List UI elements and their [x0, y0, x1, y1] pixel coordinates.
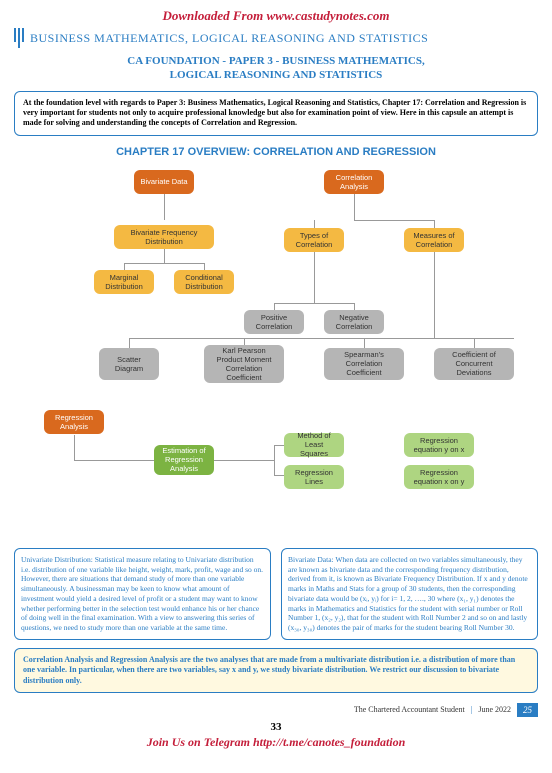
- node-bfd: Bivariate Frequency Distribution: [114, 225, 214, 249]
- node-positive: Positive Correlation: [244, 310, 304, 334]
- footer-date: June 2022: [478, 705, 511, 714]
- node-correlation-analysis: Correlation Analysis: [324, 170, 384, 194]
- node-reg-xy: Regression equation x on y: [404, 465, 474, 489]
- page-number: 33: [14, 721, 538, 733]
- decorative-bars: [14, 28, 24, 48]
- node-method-ls: Method of Least Squares: [284, 433, 344, 457]
- node-bivariate-data: Bivariate Data: [134, 170, 194, 194]
- chapter-title: CHAPTER 17 OVERVIEW: CORRELATION AND REG…: [14, 146, 538, 158]
- node-concurrent: Coefficient of Concurrent Deviations: [434, 348, 514, 380]
- footer-publication: The Chartered Accountant Student: [354, 705, 465, 714]
- node-reg-yx: Regression equation y on x: [404, 433, 474, 457]
- node-measures-corr: Measures of Correlation: [404, 228, 464, 252]
- download-header: Downloaded From www.castudynotes.com: [14, 8, 538, 24]
- main-title: BUSINESS MATHEMATICS, LOGICAL REASONING …: [30, 31, 428, 46]
- node-estimation: Estimation of Regression Analysis: [154, 445, 214, 475]
- footer: The Chartered Accountant Student | June …: [14, 703, 538, 717]
- footer-page-badge: 25: [517, 703, 538, 717]
- node-conditional: Conditional Distribution: [174, 270, 234, 294]
- univariate-box: Univariate Distribution: Statistical mea…: [14, 548, 271, 640]
- node-regression: Regression Analysis: [44, 410, 104, 434]
- sub-title: CA FOUNDATION - PAPER 3 - BUSINESS MATHE…: [14, 54, 538, 83]
- telegram-link: Join Us on Telegram http://t.me/canotes_…: [14, 735, 538, 750]
- text-columns: Univariate Distribution: Statistical mea…: [14, 548, 538, 640]
- sub-title-2: LOGICAL REASONING AND STATISTICS: [170, 69, 383, 81]
- bivariate-box: Bivariate Data: When data are collected …: [281, 548, 538, 640]
- sub-title-1: CA FOUNDATION - PAPER 3 - BUSINESS MATHE…: [127, 55, 424, 67]
- node-marginal: Marginal Distribution: [94, 270, 154, 294]
- title-bar: BUSINESS MATHEMATICS, LOGICAL REASONING …: [14, 28, 538, 48]
- node-negative: Negative Correlation: [324, 310, 384, 334]
- node-reg-lines: Regression Lines: [284, 465, 344, 489]
- node-scatter: Scatter Diagram: [99, 348, 159, 380]
- flowchart: Bivariate Data Correlation Analysis Biva…: [14, 170, 538, 540]
- node-karl: Karl Pearson Product Moment Correlation …: [204, 345, 284, 383]
- intro-text: At the foundation level with regards to …: [23, 98, 526, 128]
- intro-box: At the foundation level with regards to …: [14, 91, 538, 136]
- node-spearman: Spearman's Correlation Coefficient: [324, 348, 404, 380]
- node-types-corr: Types of Correlation: [284, 228, 344, 252]
- callout-box: Correlation Analysis and Regression Anal…: [14, 648, 538, 693]
